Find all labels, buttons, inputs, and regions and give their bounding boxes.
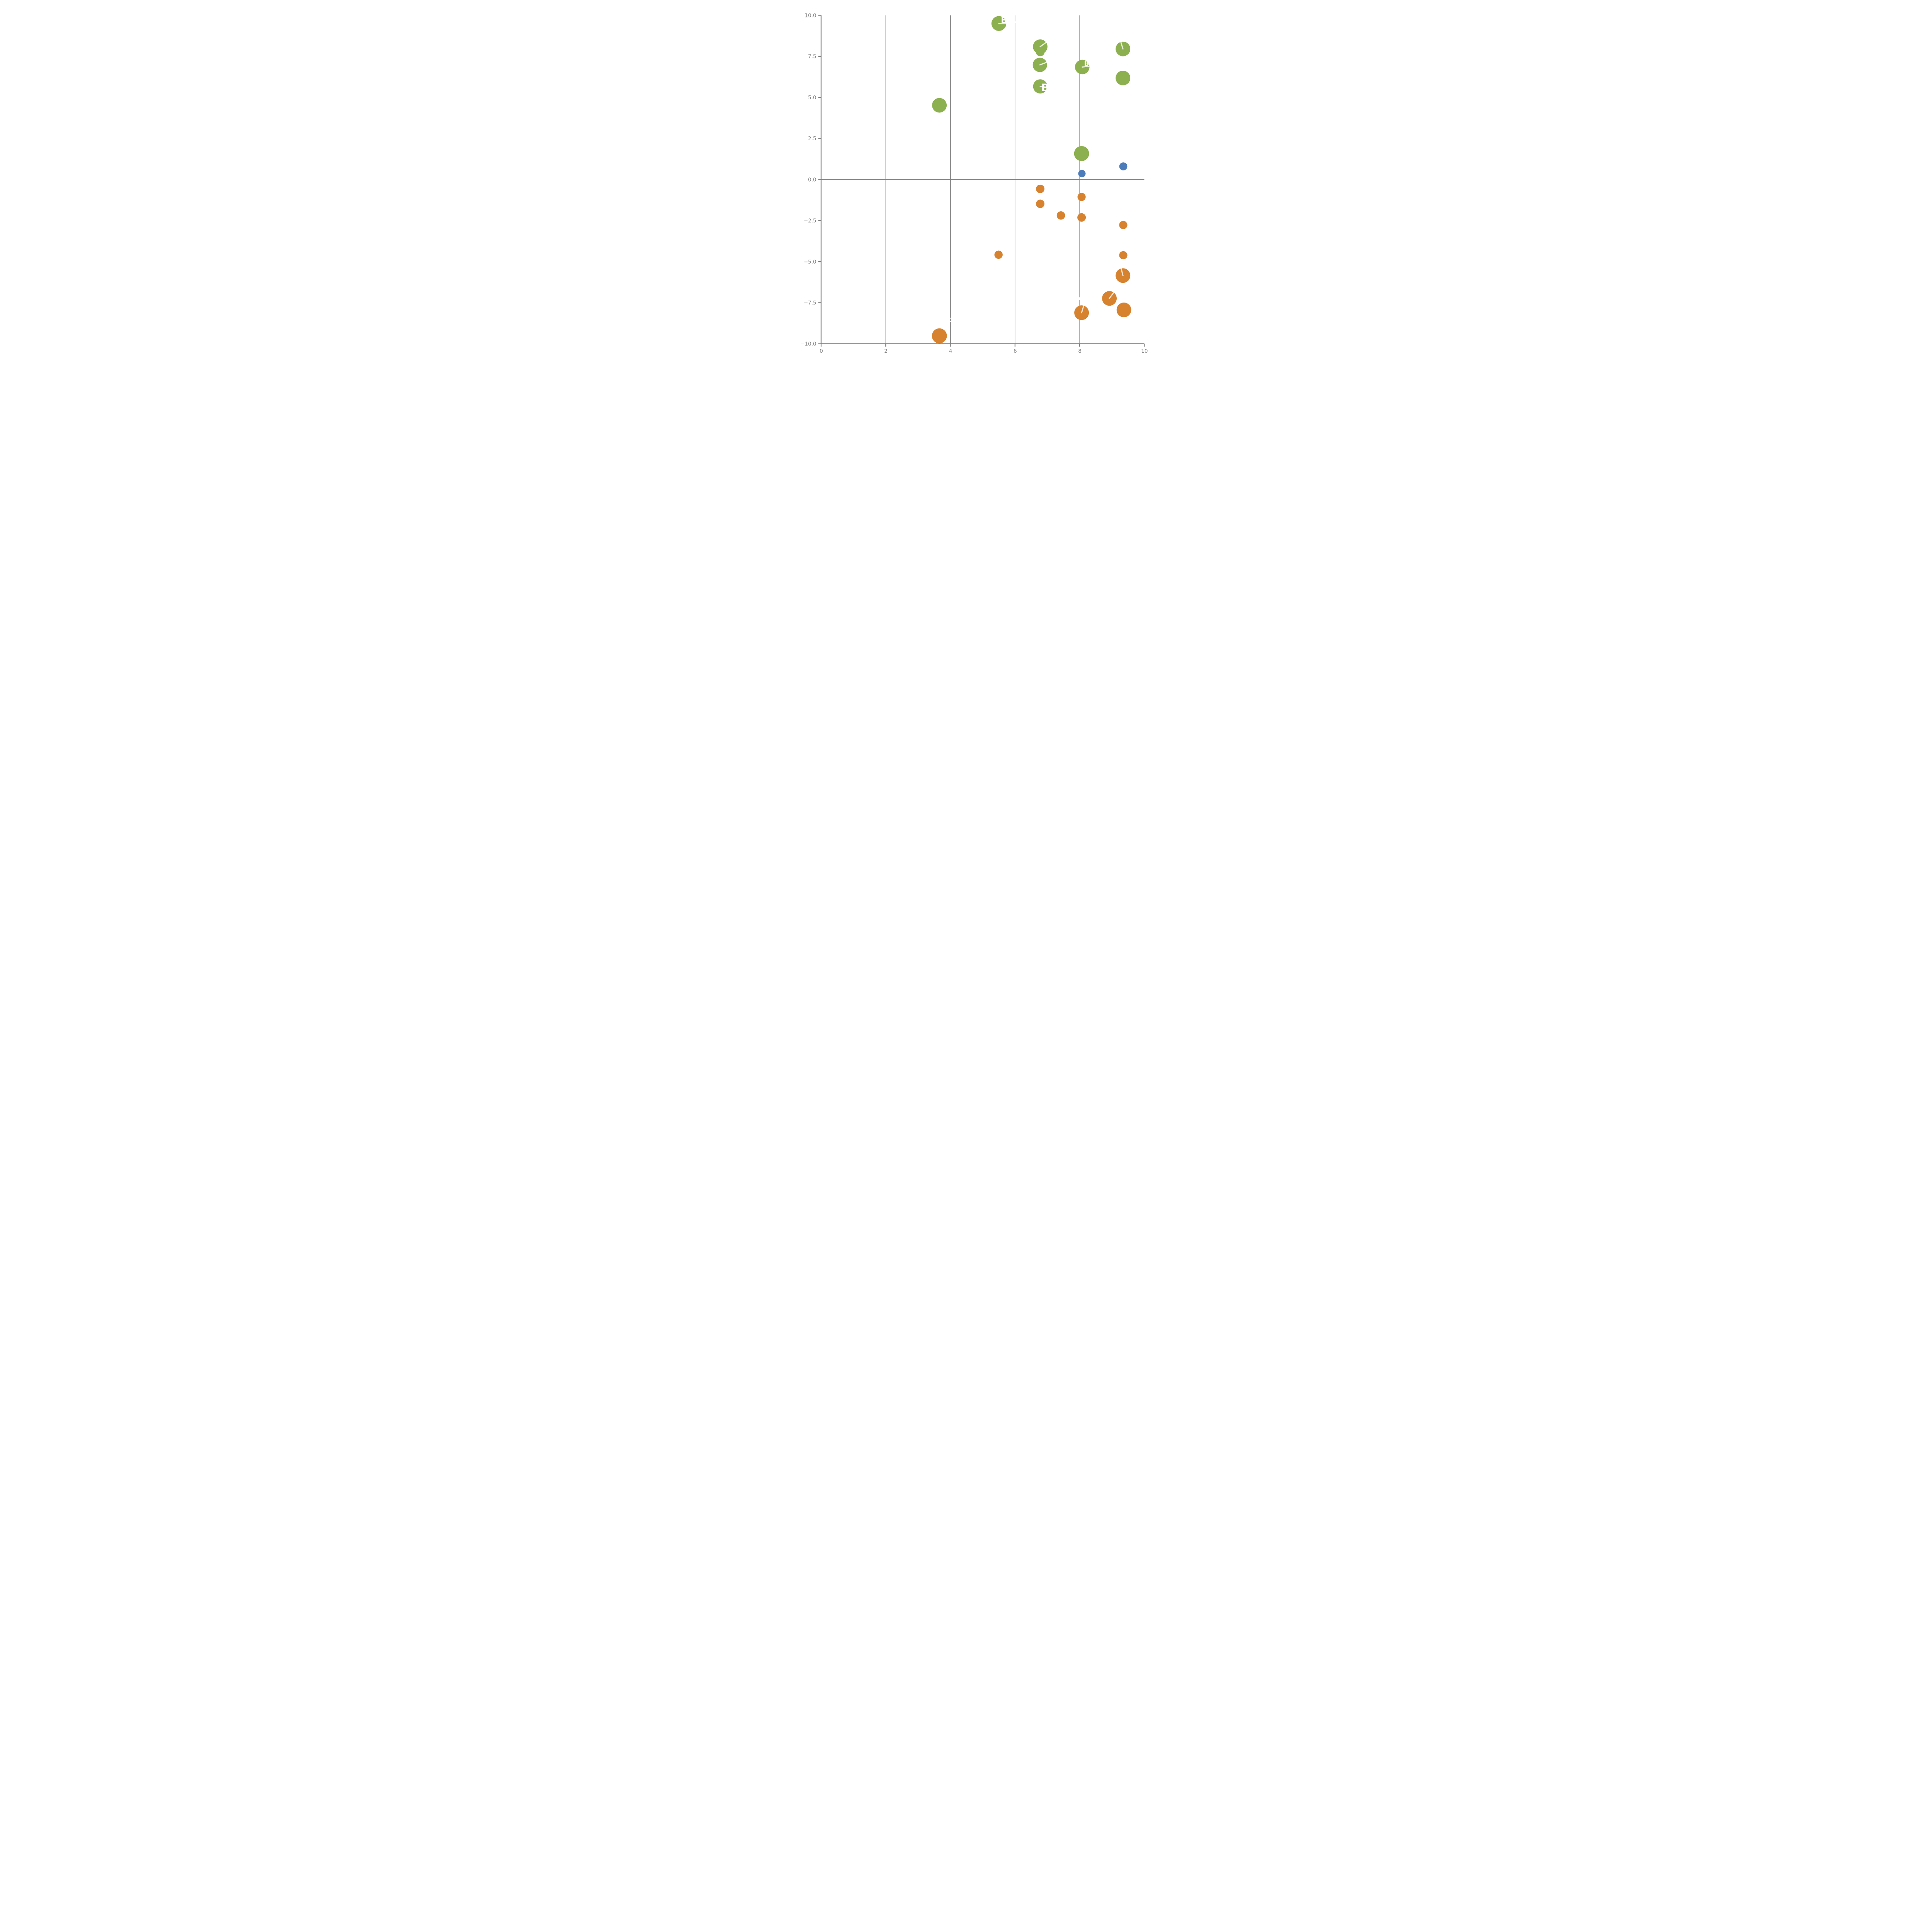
bubble-hand-line xyxy=(1039,42,1047,48)
gridline-gap xyxy=(1014,21,1016,23)
bubble-chart-page: B B B 10.0 7.5 5.0 2.5 0.0 −2.5 −5.0 −7.5 −10.0 0 2 4… xyxy=(773,0,1159,386)
grid-gap-layer xyxy=(949,21,1080,322)
x-tick-label: 10 xyxy=(1141,348,1148,354)
orange-bubble[interactable] xyxy=(1119,221,1128,229)
y-tick-label: 5.0 xyxy=(808,95,816,101)
green-bubble[interactable] xyxy=(1074,146,1089,161)
y-tick-label: −7.5 xyxy=(804,300,816,306)
bubble-hand-line xyxy=(1081,305,1085,313)
y-tick-label: −2.5 xyxy=(804,218,816,224)
y-tick-label: 0.0 xyxy=(808,177,816,183)
y-tick-label: 2.5 xyxy=(808,136,816,142)
green-bubble[interactable] xyxy=(1116,70,1131,85)
x-tick-label: 2 xyxy=(884,348,888,354)
blue-bubble[interactable] xyxy=(1119,162,1128,170)
axis-layer xyxy=(818,15,1145,347)
tick-label-layer: 10.0 7.5 5.0 2.5 0.0 −2.5 −5.0 −7.5 −10.0 0 2 4 6 8 10 xyxy=(800,12,1148,354)
y-tick-label: −10.0 xyxy=(800,341,816,347)
green-bubble[interactable] xyxy=(932,98,947,113)
y-tick-label: 10.0 xyxy=(805,12,816,19)
gridline-gap xyxy=(949,321,951,322)
bubble-hand-line xyxy=(1121,268,1124,276)
orange-bubble[interactable] xyxy=(932,328,947,344)
bubble-letter-label: B xyxy=(1041,82,1049,94)
orange-bubble[interactable] xyxy=(1056,211,1065,220)
orange-bubble[interactable] xyxy=(1077,193,1086,201)
bubble-hand-line xyxy=(1120,41,1124,50)
x-tick-label: 8 xyxy=(1078,348,1082,354)
x-tick-label: 0 xyxy=(820,348,823,354)
bubble-letter-label: B xyxy=(1001,15,1007,25)
y-tick-label: 7.5 xyxy=(808,54,816,60)
bubble-chart: B B B 10.0 7.5 5.0 2.5 0.0 −2.5 −5.0 −7.5 −10.0 0 2 4… xyxy=(800,12,1148,354)
orange-bubble[interactable] xyxy=(1119,251,1128,260)
orange-bubble[interactable] xyxy=(1036,199,1045,208)
x-tick-label: 4 xyxy=(949,348,952,354)
orange-bubble[interactable] xyxy=(994,250,1003,259)
bubble-hand-line xyxy=(1109,292,1114,299)
orange-bubble[interactable] xyxy=(1116,303,1131,318)
green-bubble[interactable] xyxy=(1036,47,1045,56)
orange-bubble[interactable] xyxy=(1077,213,1086,222)
bubble-layer: B B B xyxy=(932,15,1131,344)
x-tick-label: 6 xyxy=(1014,348,1017,354)
y-tick-label: −5.0 xyxy=(804,259,816,265)
orange-bubble[interactable] xyxy=(1036,184,1045,193)
blue-bubble[interactable] xyxy=(1078,170,1086,177)
bubble-hand-line xyxy=(1039,61,1047,66)
gridline-gap xyxy=(1079,297,1080,300)
bubble-letter-label: B xyxy=(1084,60,1089,68)
bubble-hand-line xyxy=(1082,65,1090,68)
